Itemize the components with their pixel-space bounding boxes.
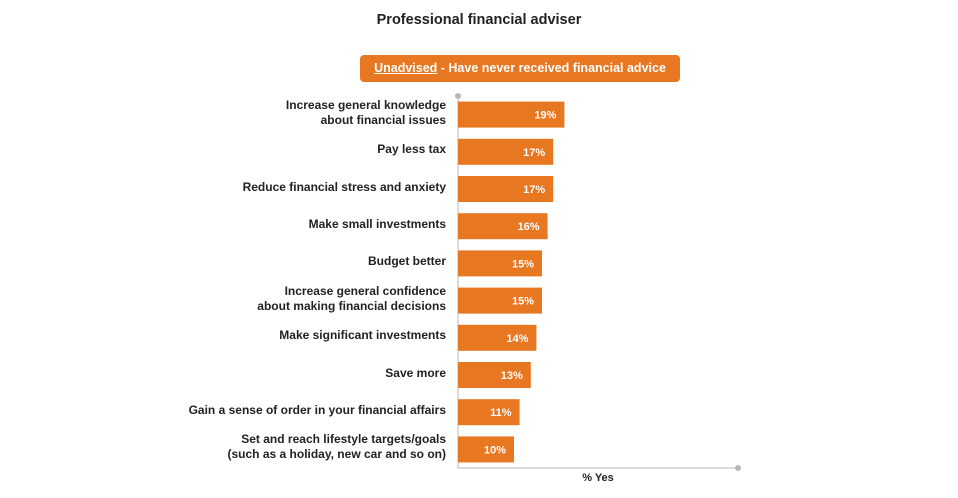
- subtitle-text: - Have never received financial advice: [437, 61, 666, 75]
- category-label-line: Budget better: [368, 253, 446, 268]
- category-label: Reduce financial stress and anxiety: [156, 180, 446, 195]
- bar-value-label: 17%: [523, 184, 545, 196]
- category-label: Increase general knowledge about financia…: [156, 98, 446, 128]
- bar: [458, 362, 531, 388]
- bar-value-label: 10%: [484, 444, 506, 456]
- bar: [458, 399, 520, 426]
- x-axis-label: % Yes: [582, 472, 614, 484]
- bar: [458, 213, 548, 240]
- bar-value-label: 14%: [506, 333, 528, 345]
- bar: [458, 101, 565, 128]
- category-label-line: about making financial decisions: [257, 298, 446, 313]
- category-label-line: (such as a holiday, new car and so on): [227, 447, 447, 462]
- category-label-line: about financial issues: [320, 112, 446, 127]
- bar: [458, 287, 542, 314]
- bar-value-label: 16%: [518, 221, 540, 233]
- category-label: Increase general confidence about making …: [156, 284, 446, 314]
- category-label-line: Set and reach lifestyle targets/goals: [241, 432, 446, 447]
- category-label: Budget better: [156, 254, 446, 269]
- subtitle-emphasis: Unadvised: [374, 61, 438, 75]
- bar-value-label: 15%: [512, 258, 534, 270]
- bar: [458, 138, 554, 165]
- category-label-line: Save more: [385, 365, 446, 380]
- bar: [458, 250, 542, 277]
- y-axis-end-dot: [455, 93, 461, 99]
- chart-title: Professional financial adviser: [376, 12, 582, 28]
- bar-value-label: 11%: [490, 407, 512, 419]
- category-label-line: Gain a sense of order in your financial …: [188, 402, 446, 417]
- bar-value-label: 15%: [512, 296, 534, 308]
- bar: [458, 436, 514, 463]
- bar-value-label: 17%: [523, 147, 545, 159]
- bar: [458, 176, 554, 202]
- category-label: Make small investments: [156, 217, 446, 232]
- category-label-line: Make small investments: [308, 216, 446, 231]
- category-label-line: Pay less tax: [377, 142, 446, 157]
- category-label: Save more: [156, 366, 446, 381]
- subtitle-badge: Unadvised - Have never received financia…: [360, 55, 680, 82]
- bar: [458, 324, 537, 351]
- category-label: Set and reach lifestyle targets/goals (su…: [156, 432, 447, 462]
- x-axis-end-dot: [735, 465, 741, 471]
- category-label-line: Increase general knowledge: [285, 97, 446, 112]
- category-label: Pay less tax: [156, 142, 446, 157]
- category-label-line: Increase general confidence: [284, 283, 446, 298]
- category-label-line: Reduce financial stress and anxiety: [242, 179, 446, 194]
- category-label: Make significant investments: [156, 328, 446, 343]
- category-label: Gain a sense of order in your financial …: [156, 403, 446, 418]
- bar-value-label: 19%: [534, 110, 556, 122]
- bar-value-label: 13%: [501, 370, 523, 382]
- category-label-line: Make significant investments: [279, 328, 446, 343]
